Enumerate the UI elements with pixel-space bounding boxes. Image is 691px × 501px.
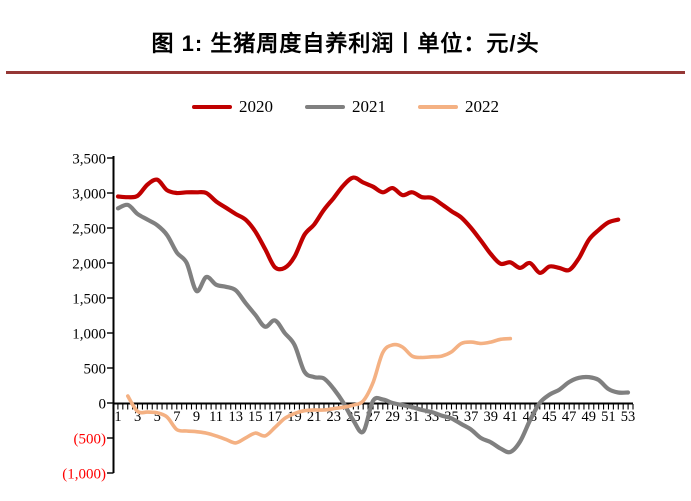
x-tick-label: 3 [134, 409, 141, 425]
x-tick-label: 51 [601, 409, 616, 425]
x-tick-label: 21 [307, 409, 322, 425]
legend-swatch-2021-icon [305, 105, 345, 109]
y-tick-label: 1,500 [72, 292, 106, 308]
series-line-2021 [115, 202, 631, 455]
legend-swatch-2022-icon [418, 105, 458, 109]
legend-swatch-2020-icon [192, 105, 232, 109]
legend-item-2020: 2020 [192, 97, 273, 117]
y-tick-label: 2,500 [72, 222, 106, 238]
series-line-2022 [126, 336, 513, 445]
y-tick-label: 3,000 [72, 187, 106, 203]
legend-label-2022: 2022 [465, 97, 499, 116]
x-tick-label: 29 [385, 409, 400, 425]
y-tick-label: (500) [74, 432, 107, 448]
legend-label-2021: 2021 [352, 97, 386, 116]
title-rule [6, 71, 685, 74]
x-tick-label: 15 [248, 409, 263, 425]
y-tick-label: 0 [99, 397, 107, 413]
x-tick-label: 11 [209, 409, 223, 425]
x-tick-label: 37 [464, 409, 479, 425]
x-tick-label: 45 [542, 409, 557, 425]
legend-item-2022: 2022 [418, 97, 499, 117]
x-tick-label: 47 [562, 409, 577, 425]
series-line-2020 [115, 175, 621, 275]
chart-legend: 2020 2021 2022 [0, 97, 691, 117]
x-tick-label: 9 [193, 409, 200, 425]
x-tick-label: 49 [582, 409, 597, 425]
x-tick-label: 13 [228, 409, 243, 425]
x-tick-label: 41 [503, 409, 518, 425]
x-tick-label: 39 [483, 409, 498, 425]
x-tick-label: 17 [268, 409, 283, 425]
y-tick-label: 2,000 [72, 257, 106, 273]
y-tick-label: 3,500 [72, 152, 106, 168]
chart-title: 图 1: 生猪周度自养利润丨单位：元/头 [151, 31, 540, 56]
x-tick-label: 5 [154, 409, 161, 425]
x-tick-label: 1 [114, 409, 121, 425]
y-tick-label: 1,000 [72, 327, 106, 343]
legend-label-2020: 2020 [239, 97, 273, 116]
y-tick-label: 500 [84, 362, 107, 378]
x-tick-label: 23 [327, 409, 342, 425]
y-tick-label: (1,000) [62, 467, 106, 483]
x-tick-label: 53 [621, 409, 636, 425]
x-tick-label: 31 [405, 409, 420, 425]
legend-item-2021: 2021 [305, 97, 386, 117]
x-tick-label: 7 [173, 409, 180, 425]
